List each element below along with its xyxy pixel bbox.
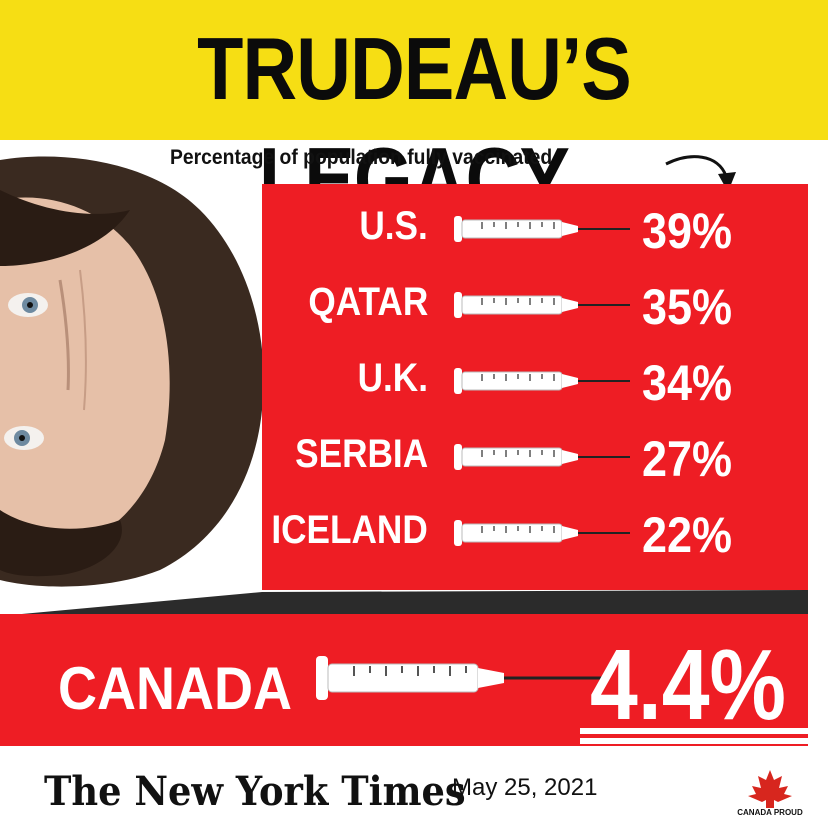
logo-text: CANADA PROUD <box>737 808 803 817</box>
syringe-icon <box>454 368 630 394</box>
chart-row-uk: U.K. 34% <box>262 346 808 416</box>
syringe-icon <box>454 520 630 546</box>
tick-label-serbia: SERBIA <box>294 432 428 476</box>
maple-leaf-icon <box>748 770 792 808</box>
tick-label-uk: U.K. <box>357 356 428 400</box>
data-label-canada: 4.4% <box>590 629 787 741</box>
chart-row-qatar: QATAR 35% <box>262 270 808 340</box>
chart-row-iceland: ICELAND 22% <box>262 498 808 568</box>
portrait-image <box>0 156 264 587</box>
title-banner: TRUDEAU’S LEGACY <box>0 0 828 228</box>
source-logo: The New York Times <box>44 768 466 815</box>
tick-label-canada: CANADA <box>58 655 292 722</box>
syringe-icon <box>316 656 602 700</box>
highlight-bar: CANADA 4.4% <box>0 614 808 746</box>
tick-label-qatar: QATAR <box>308 280 428 324</box>
tick-label-iceland: ICELAND <box>271 508 428 552</box>
canada-proud-logo: CANADA PROUD <box>730 768 810 824</box>
chart-subtitle: Percentage of population fully vaccinate… <box>170 146 553 169</box>
curved-arrow-icon <box>665 155 736 192</box>
chart-row-us: U.S. 39% <box>262 194 808 264</box>
data-label-qatar: 35% <box>642 279 733 335</box>
page-title: TRUDEAU’S LEGACY <box>197 19 632 228</box>
footer: The New York Times May 25, 2021 CANADA P… <box>0 746 828 828</box>
syringe-icon <box>454 216 630 242</box>
data-label-iceland: 22% <box>642 507 733 563</box>
data-label-serbia: 27% <box>642 431 733 487</box>
chart-row-serbia: SERBIA 27% <box>262 422 808 492</box>
syringe-icon <box>454 444 630 470</box>
tick-label-us: U.S. <box>359 204 428 248</box>
data-label-us: 39% <box>642 203 733 259</box>
publication-date: May 25, 2021 <box>452 774 598 801</box>
underline-1 <box>580 728 808 734</box>
data-label-uk: 34% <box>642 355 733 411</box>
underline-2 <box>580 738 808 744</box>
shelf-divider <box>0 590 808 616</box>
syringe-icon <box>454 292 630 318</box>
